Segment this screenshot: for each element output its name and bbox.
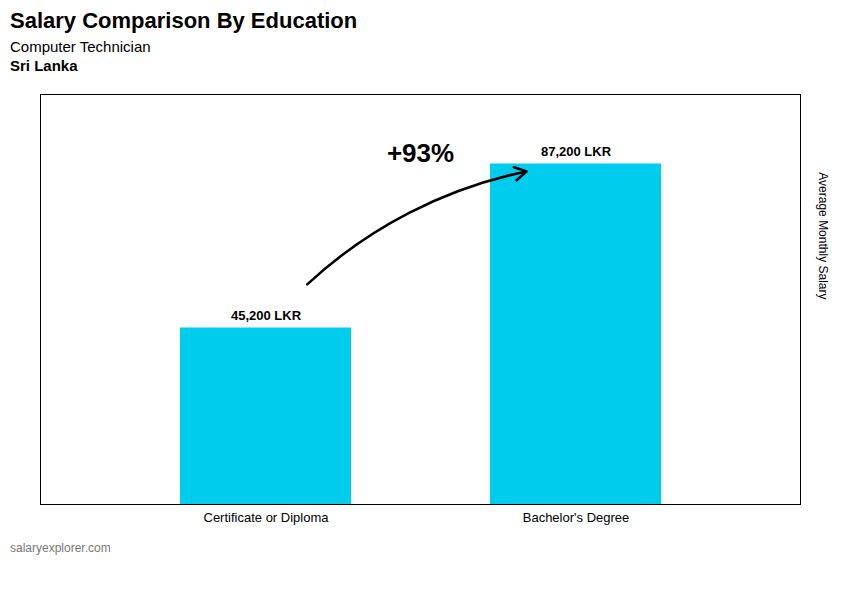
svg-text:+93%: +93% — [387, 138, 454, 168]
svg-text:45,200 LKR: 45,200 LKR — [231, 308, 302, 323]
html-text:Salary Comparison By Education: Salary Comparison By Education — [10, 8, 358, 33]
svg-text:Certificate or Diploma: Certificate or Diploma — [204, 510, 330, 525]
svg-text:Bachelor's Degree: Bachelor's Degree — [523, 510, 630, 525]
svg-text:Average Monthly Salary: Average Monthly Salary — [816, 172, 830, 299]
svg-text:87,200 LKR: 87,200 LKR — [541, 144, 612, 159]
html-text:salaryexplorer.com: salaryexplorer.com — [10, 541, 111, 555]
html-text:Computer Technician: Computer Technician — [10, 38, 151, 55]
html-text:Sri Lanka: Sri Lanka — [10, 57, 78, 74]
